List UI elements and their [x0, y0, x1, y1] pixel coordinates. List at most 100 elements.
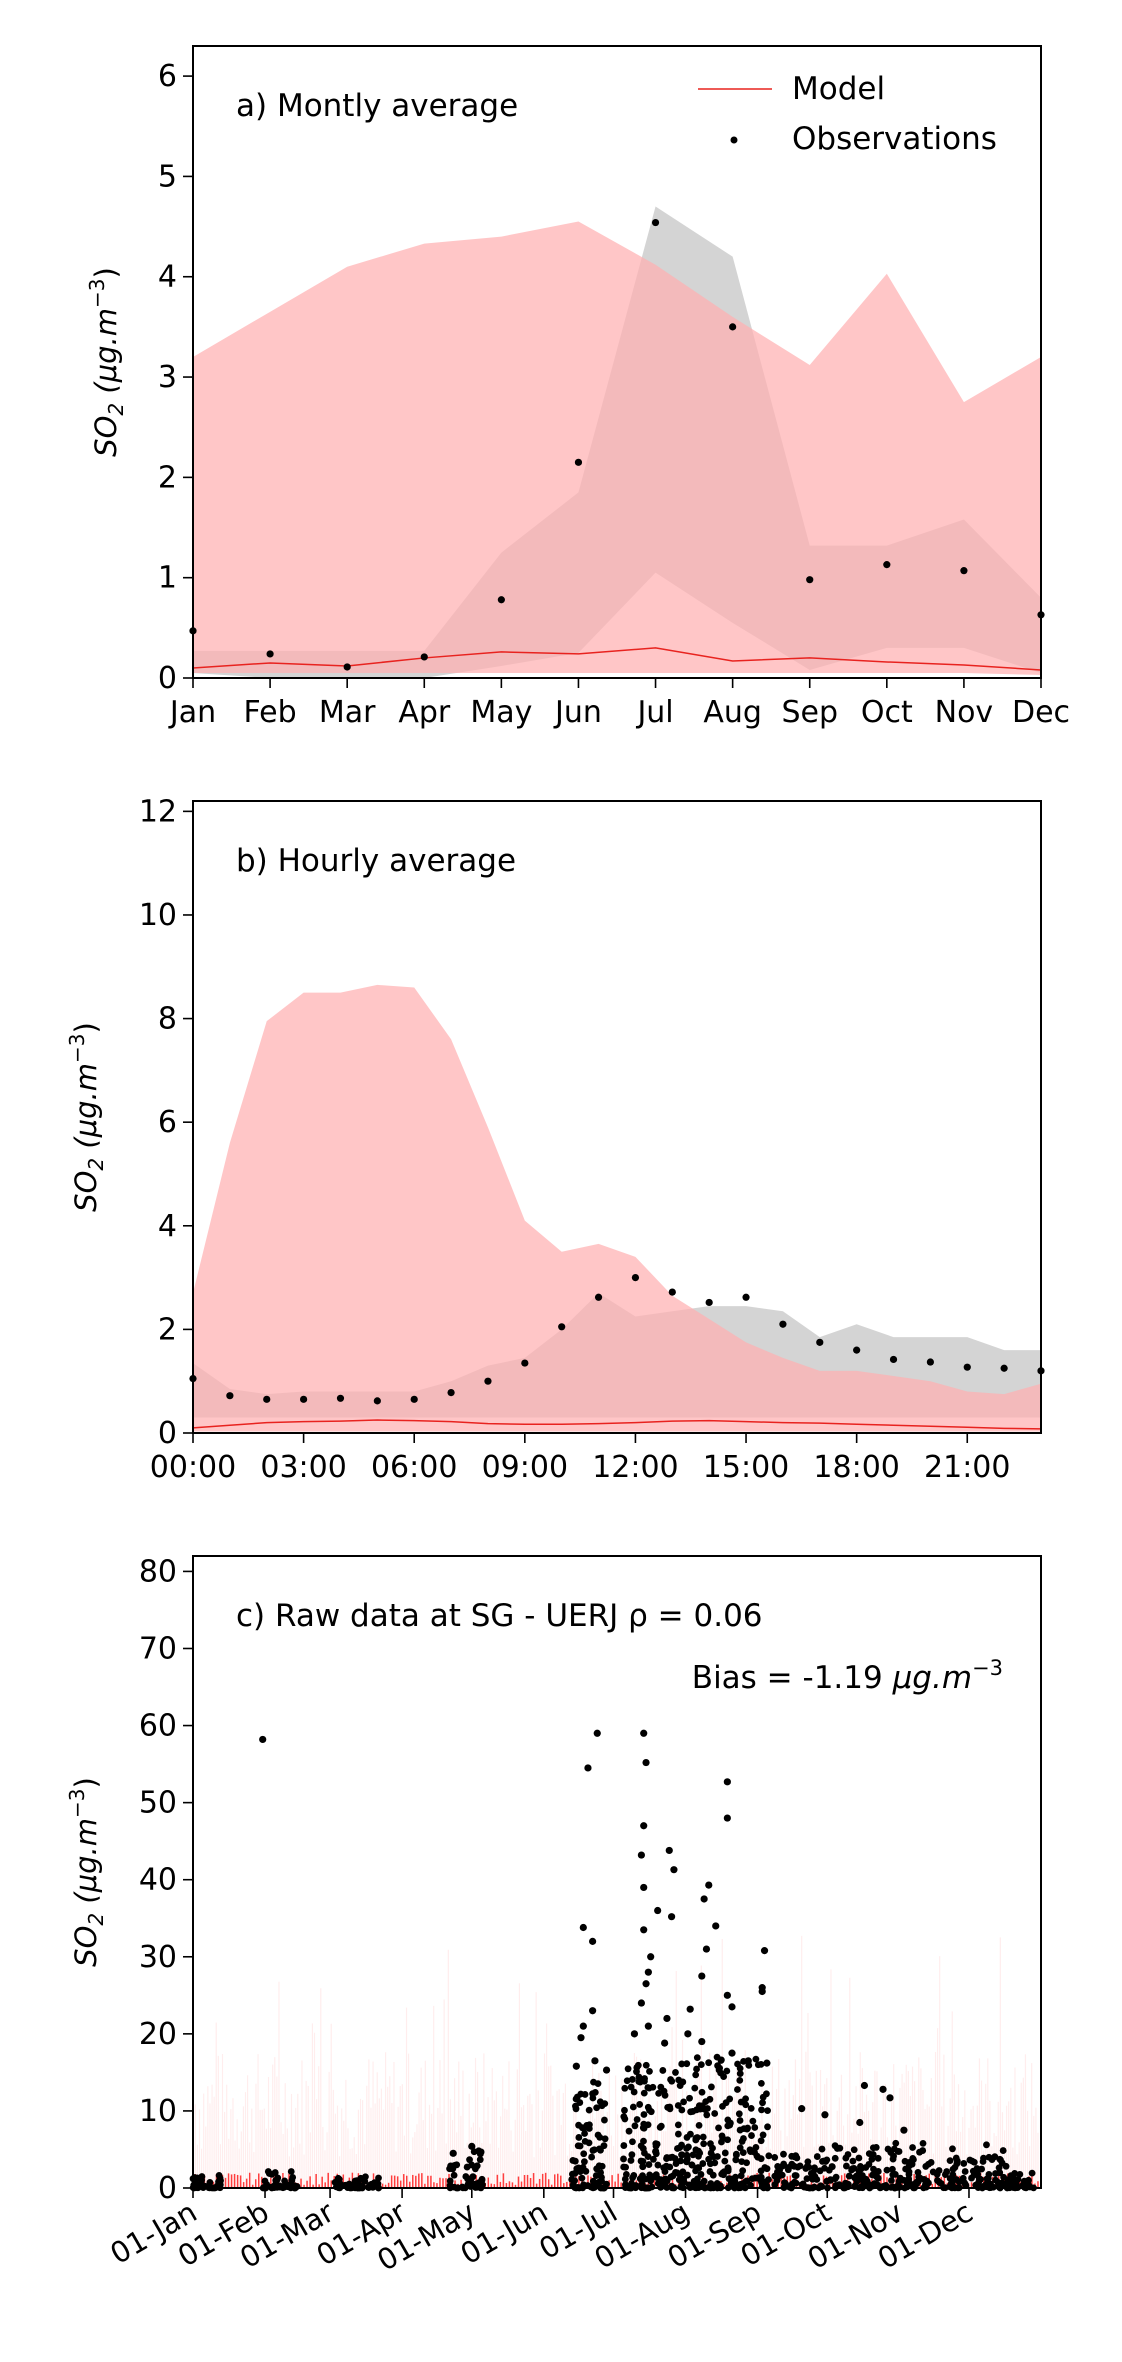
observation-point — [592, 2172, 600, 2179]
observation-points — [189, 218, 1045, 671]
observation-point — [631, 1273, 640, 1282]
observation-point — [983, 2141, 990, 2149]
observation-point — [584, 1764, 592, 1772]
observation-point — [700, 2177, 708, 2185]
observation-point — [357, 2174, 365, 2182]
observation-point — [872, 2144, 880, 2151]
x-tick-label: 12:00 — [592, 1450, 678, 1485]
observation-point — [579, 2163, 587, 2171]
observation-point — [642, 1758, 650, 1767]
observation-point — [752, 2055, 760, 2063]
observation-point — [914, 2168, 922, 2176]
observation-point — [925, 2179, 932, 2187]
observation-point — [736, 2117, 744, 2124]
observation-point — [670, 1866, 678, 1874]
observation-point — [743, 2125, 751, 2133]
observation-point — [287, 2168, 295, 2175]
observation-point — [654, 1906, 662, 1915]
observation-point — [596, 2133, 604, 2141]
observation-point — [420, 653, 428, 661]
observation-point — [798, 2105, 806, 2113]
observation-point — [855, 2154, 863, 2162]
observation-point — [593, 2104, 601, 2112]
model-series-line — [192, 1419, 1042, 1430]
observation-point — [781, 2179, 788, 2187]
y-tick-label: 70 — [139, 1631, 177, 1666]
plot-frame — [192, 45, 1042, 679]
observation-point — [684, 2030, 692, 2038]
observation-point — [647, 1953, 655, 1961]
observation-point — [671, 2155, 679, 2162]
legend-observations-label: Observations — [792, 121, 997, 157]
observation-point — [803, 2175, 811, 2183]
observation-point — [919, 2139, 927, 2147]
observation-point — [698, 1972, 706, 1980]
observation-point — [707, 2149, 715, 2157]
model-series-line — [192, 647, 1042, 671]
observation-point — [788, 2180, 796, 2188]
observation-point — [946, 2157, 954, 2164]
panel-hourly-average: 0 2 4 6 8 10 12 00:00 03:00 06:00 09:00 12:00 15:00… — [65, 794, 1045, 1485]
observation-point — [946, 2183, 954, 2191]
observation-point — [625, 2127, 633, 2135]
observation-point — [926, 1358, 934, 1366]
observation-point — [703, 2111, 711, 2119]
observation-point — [263, 2181, 271, 2188]
observation-point — [705, 1298, 713, 1307]
observation-point — [723, 1778, 731, 1786]
observation-point — [574, 458, 583, 466]
observation-point — [742, 2101, 750, 2109]
observation-point — [790, 2162, 798, 2170]
observation-point — [647, 2177, 655, 2185]
observation-point — [726, 2095, 734, 2103]
observation-point — [699, 2133, 707, 2141]
observation-point — [995, 2164, 1003, 2172]
x-axis-ticks: 00:00 03:00 06:00 09:00 12:00 15:00 18:00 21:00 — [150, 1433, 1010, 1485]
x-tick-label: Jun — [553, 695, 602, 730]
observation-point — [475, 2147, 483, 2155]
observation-point — [476, 2156, 484, 2164]
observation-point — [453, 2161, 461, 2169]
observation-point — [695, 2164, 703, 2172]
observation-point — [620, 2142, 628, 2149]
observation-point — [343, 663, 351, 671]
observation-point — [935, 2167, 943, 2174]
observation-point — [589, 1937, 597, 1945]
observation-point — [720, 2073, 728, 2080]
y-tick-label: 5 — [158, 159, 177, 194]
observation-point — [695, 2147, 702, 2155]
observation-point — [719, 2102, 726, 2110]
observation-point — [757, 2137, 765, 2145]
observation-point — [979, 2158, 987, 2165]
x-tick-label: Oct — [861, 695, 913, 730]
y-tick-label: 2 — [158, 460, 177, 495]
observation-point — [868, 2155, 876, 2163]
observation-point — [874, 2154, 882, 2162]
observation-point — [289, 2174, 297, 2181]
observation-point — [647, 2108, 655, 2116]
observation-point — [763, 2165, 771, 2173]
model-band-area — [193, 984, 1041, 1432]
y-tick-label: 40 — [139, 1863, 177, 1898]
observation-point — [889, 2165, 896, 2173]
observation-point — [581, 2130, 588, 2137]
panel-title: a) Montly average — [236, 88, 518, 124]
observation-point — [771, 2181, 779, 2189]
observation-point — [484, 1377, 492, 1385]
observation-point — [640, 2111, 648, 2118]
y-tick-label: 0 — [158, 2171, 177, 2206]
observation-point — [668, 2077, 676, 2085]
observation-point — [206, 2179, 214, 2186]
observation-point — [983, 2175, 991, 2183]
x-tick-label: 03:00 — [260, 1450, 346, 1485]
observation-point — [796, 2162, 804, 2170]
observation-point — [752, 2174, 759, 2182]
observation-point — [845, 2172, 853, 2180]
observation-point — [644, 2084, 652, 2091]
observation-point — [641, 2077, 648, 2085]
y-tick-label: 30 — [139, 1940, 177, 1975]
observation-point — [975, 2175, 983, 2183]
observation-point — [720, 2168, 728, 2176]
panel-raw-data: 0 10 20 30 40 50 60 70 80 01-Jan01-Feb01-Mar01-A… — [65, 1554, 1042, 2278]
y-tick-label: 6 — [158, 59, 177, 94]
